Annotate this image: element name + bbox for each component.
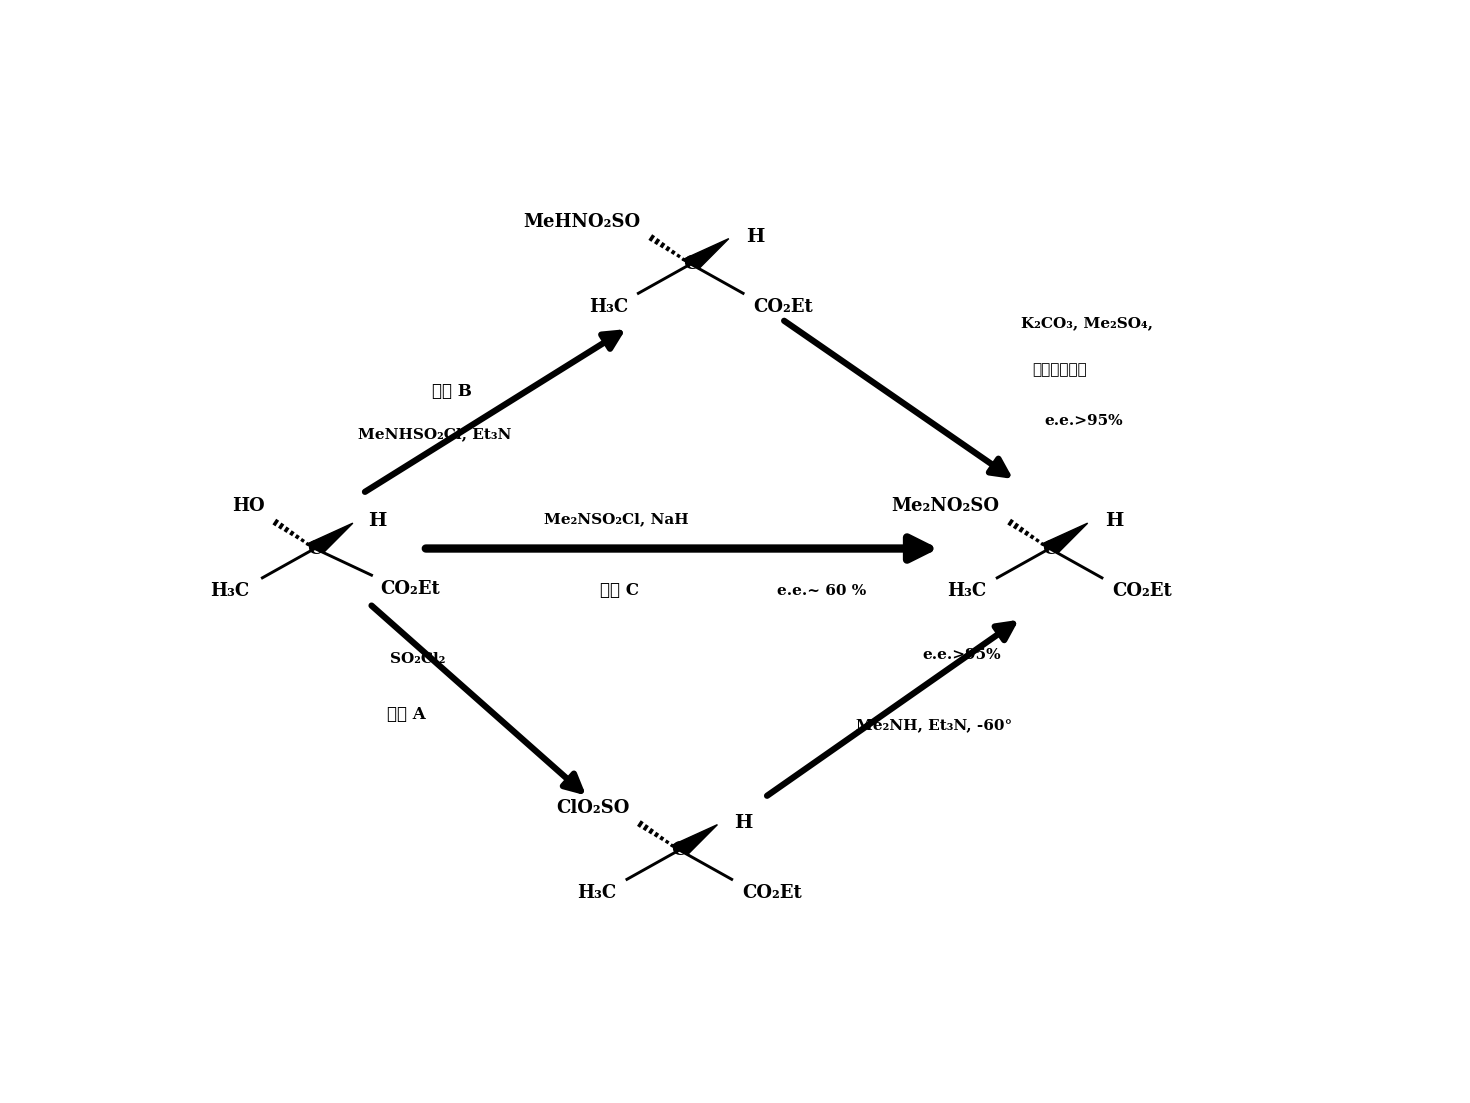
Text: C: C	[307, 539, 322, 557]
Text: 方法 B: 方法 B	[432, 383, 472, 400]
Text: Me₂NO₂SO: Me₂NO₂SO	[892, 497, 1000, 515]
Polygon shape	[670, 825, 717, 854]
Text: K₂CO₃, Me₂SO₄,: K₂CO₃, Me₂SO₄,	[1022, 317, 1152, 331]
Text: C: C	[672, 840, 686, 859]
Text: HO: HO	[232, 497, 265, 515]
Text: 方法 A: 方法 A	[387, 706, 425, 722]
Text: ClO₂SO: ClO₂SO	[556, 799, 629, 816]
Text: e.e.~ 60 %: e.e.~ 60 %	[778, 583, 866, 598]
Text: CO₂Et: CO₂Et	[1113, 582, 1172, 600]
Text: Me₂NSO₂Cl, NaH: Me₂NSO₂Cl, NaH	[544, 512, 689, 526]
Text: CO₂Et: CO₂Et	[754, 298, 813, 315]
Text: e.e.>95%: e.e.>95%	[1044, 414, 1123, 428]
Text: H: H	[368, 513, 387, 531]
Polygon shape	[306, 523, 353, 553]
Text: C: C	[1042, 539, 1057, 557]
Polygon shape	[1041, 523, 1088, 553]
Text: Me₂NH, Et₃N, -60°: Me₂NH, Et₃N, -60°	[856, 718, 1013, 732]
Text: SO₂Cl₂: SO₂Cl₂	[390, 652, 445, 666]
Text: 相转移催化剂: 相转移催化剂	[1032, 363, 1088, 377]
Polygon shape	[682, 238, 729, 268]
Text: H₃C: H₃C	[588, 298, 628, 315]
Text: H: H	[1105, 513, 1123, 531]
Text: CO₂Et: CO₂Et	[742, 884, 803, 902]
Text: C: C	[684, 255, 698, 274]
Text: H: H	[735, 814, 753, 832]
Text: MeHNO₂SO: MeHNO₂SO	[523, 213, 641, 231]
Text: H: H	[745, 228, 764, 246]
Text: H₃C: H₃C	[948, 582, 986, 600]
Text: e.e.>95%: e.e.>95%	[922, 647, 1001, 662]
Text: H₃C: H₃C	[210, 582, 250, 600]
Text: H₃C: H₃C	[578, 884, 616, 902]
Text: CO₂Et: CO₂Et	[381, 580, 440, 599]
Text: 方法 C: 方法 C	[600, 582, 638, 600]
Text: MeNHSO₂Cl, Et₃N: MeNHSO₂Cl, Et₃N	[357, 427, 512, 441]
